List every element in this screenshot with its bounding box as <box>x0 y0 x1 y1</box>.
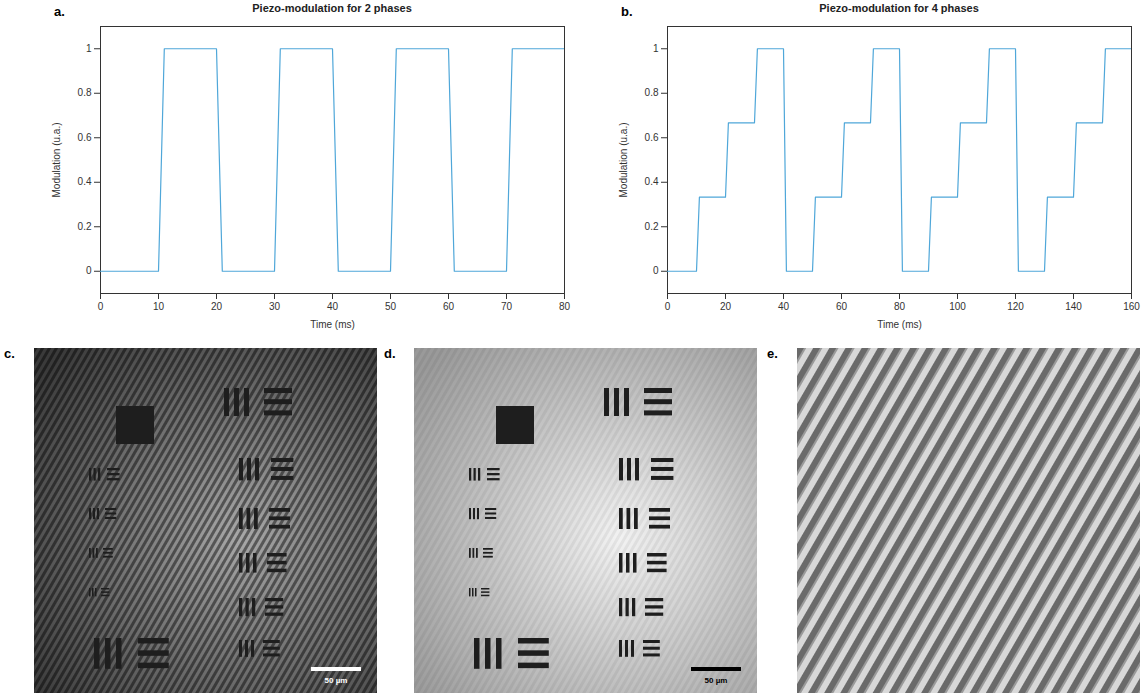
svg-text:140: 140 <box>1065 301 1082 312</box>
svg-text:40: 40 <box>327 301 339 312</box>
svg-text:120: 120 <box>1007 301 1024 312</box>
html-text:a.: a. <box>54 4 65 19</box>
html-text:d.: d. <box>384 346 396 361</box>
svg-text:1: 1 <box>86 43 92 54</box>
svg-text:30: 30 <box>269 301 281 312</box>
svg-text:0: 0 <box>665 301 671 312</box>
svg-text:20: 20 <box>720 301 732 312</box>
svg-text:80: 80 <box>894 301 906 312</box>
svg-text:40: 40 <box>778 301 790 312</box>
svg-text:0.6: 0.6 <box>645 132 659 143</box>
svg-text:0.2: 0.2 <box>645 221 659 232</box>
svg-text:100: 100 <box>949 301 966 312</box>
svg-text:0: 0 <box>86 265 92 276</box>
svg-text:1: 1 <box>653 43 659 54</box>
svg-text:50 µm: 50 µm <box>325 676 348 685</box>
svg-text:60: 60 <box>836 301 848 312</box>
svg-text:160: 160 <box>1123 301 1140 312</box>
svg-text:0.8: 0.8 <box>645 87 659 98</box>
svg-text:60: 60 <box>443 301 455 312</box>
svg-text:Modulation (u.a.): Modulation (u.a.) <box>51 122 62 197</box>
svg-text:0.8: 0.8 <box>78 87 92 98</box>
svg-text:0: 0 <box>653 265 659 276</box>
svg-text:10: 10 <box>153 301 165 312</box>
html-text:Piezo-modulation for 4 phases: Piezo-modulation for 4 phases <box>819 2 979 14</box>
html-text:b.: b. <box>621 4 633 19</box>
svg-text:Time (ms): Time (ms) <box>877 319 922 330</box>
svg-text:Time (ms): Time (ms) <box>310 319 355 330</box>
svg-text:0.4: 0.4 <box>645 176 659 187</box>
svg-text:0.6: 0.6 <box>78 132 92 143</box>
svg-text:50 µm: 50 µm <box>705 676 728 685</box>
html-text:c.: c. <box>4 346 15 361</box>
svg-text:70: 70 <box>501 301 513 312</box>
html-text:Piezo-modulation for 2 phases: Piezo-modulation for 2 phases <box>252 2 412 14</box>
svg-text:20: 20 <box>211 301 223 312</box>
svg-text:0: 0 <box>98 301 104 312</box>
svg-text:0.2: 0.2 <box>78 221 92 232</box>
svg-text:Modulation (u.a.): Modulation (u.a.) <box>618 122 629 197</box>
svg-text:0.4: 0.4 <box>78 176 92 187</box>
html-text:e.: e. <box>767 346 778 361</box>
svg-text:80: 80 <box>559 301 571 312</box>
svg-text:50: 50 <box>385 301 397 312</box>
